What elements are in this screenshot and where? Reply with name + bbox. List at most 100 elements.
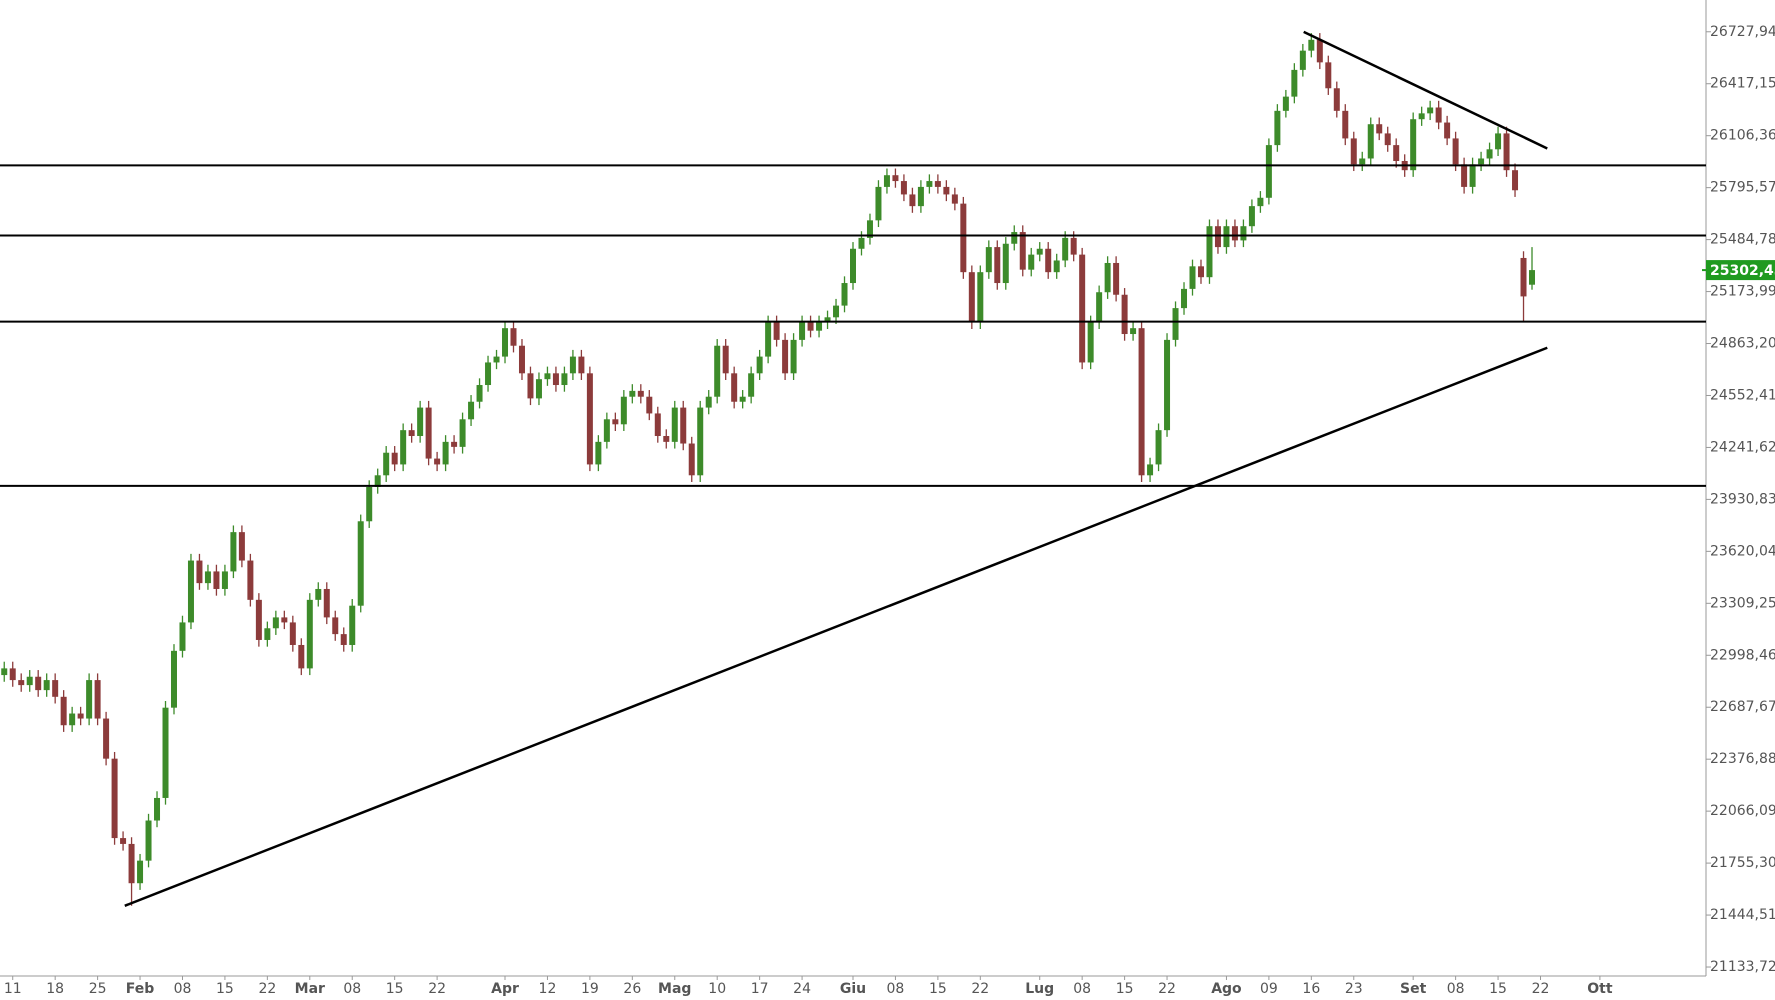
candle-body — [680, 407, 687, 444]
x-tick-label: 15 — [1489, 981, 1507, 997]
candle-body — [909, 194, 916, 207]
candle-body — [35, 676, 42, 691]
candle-body — [170, 650, 177, 708]
candle-body — [281, 617, 288, 623]
y-tick-label: 24863,20 — [1710, 336, 1775, 352]
y-tick-label: 22066,09 — [1710, 803, 1775, 819]
candle-body — [383, 452, 390, 476]
candle-body — [315, 588, 322, 600]
candle-body — [569, 356, 576, 374]
candle-body — [1223, 226, 1230, 248]
candle-body — [154, 797, 161, 821]
candle-body — [790, 339, 797, 374]
candle-body — [824, 317, 831, 323]
y-tick-label: 21755,30 — [1710, 855, 1775, 871]
x-tick-label: 25 — [89, 981, 107, 997]
x-tick-label: 08 — [1447, 981, 1465, 997]
candle-body — [1138, 328, 1145, 476]
candle-body — [213, 571, 220, 589]
candle-body — [1087, 322, 1094, 363]
candle-body — [230, 532, 237, 572]
candle-body — [493, 356, 500, 363]
y-tick-label: 23309,25 — [1710, 595, 1775, 611]
candle-body — [705, 396, 712, 408]
candle-body — [1231, 226, 1238, 241]
candle-body — [69, 713, 76, 726]
candle-body — [374, 475, 381, 487]
candle-body — [1214, 226, 1221, 248]
y-tick-label: 23620,04 — [1710, 543, 1775, 559]
candle-body — [1342, 110, 1349, 139]
candle-body — [1172, 308, 1179, 340]
candle-body — [807, 322, 814, 331]
candle-body — [1333, 88, 1340, 111]
candle-body — [264, 628, 271, 640]
candle-body — [782, 339, 789, 374]
candle-body — [960, 203, 967, 273]
candle-body — [552, 373, 559, 386]
candle-body — [120, 838, 127, 844]
candle-body — [94, 680, 101, 719]
candle-body — [900, 181, 907, 195]
candle-body — [1028, 254, 1035, 270]
x-tick-label: Lug — [1025, 981, 1054, 997]
candle-body — [858, 237, 865, 249]
x-tick-label: 22 — [1532, 981, 1550, 997]
candle-body — [1181, 288, 1188, 309]
x-tick-label: 15 — [929, 981, 947, 997]
candle-body — [204, 571, 211, 584]
candle-body — [578, 356, 585, 374]
candle-body — [1435, 107, 1442, 123]
candle-body — [756, 356, 763, 374]
trend-line — [1303, 30, 1548, 150]
candle-body — [951, 194, 958, 204]
candle-body — [654, 413, 661, 437]
candle-body — [1079, 254, 1086, 363]
y-tick-label: 25795,57 — [1710, 180, 1775, 196]
candle-body — [366, 486, 373, 522]
x-tick-label: 08 — [887, 981, 905, 997]
candle-body — [1189, 266, 1196, 289]
candle-body — [400, 430, 407, 465]
x-tick-label: Apr — [491, 981, 519, 997]
candle-body — [1316, 39, 1323, 63]
candle-body — [1011, 232, 1018, 244]
y-tick-label: 24552,41 — [1710, 387, 1775, 403]
candle-body — [476, 385, 483, 402]
candle-body — [179, 622, 186, 651]
candle-body — [52, 680, 59, 697]
y-tick-label: 23930,83 — [1710, 491, 1775, 507]
candle-body — [544, 373, 551, 380]
candle-body — [977, 272, 984, 323]
candle-body — [1418, 113, 1425, 120]
candle-body — [434, 458, 441, 465]
candle-body — [527, 373, 534, 399]
x-tick-label: 10 — [708, 981, 726, 997]
candle-body — [77, 713, 84, 719]
x-tick-label: 12 — [539, 981, 557, 997]
candle-body — [1070, 237, 1077, 255]
candle-body — [1461, 164, 1468, 187]
candle-body — [731, 373, 738, 402]
candle-body — [468, 401, 475, 420]
candle-body — [1478, 158, 1485, 165]
candle-body — [612, 419, 619, 425]
candle-body — [128, 843, 135, 884]
x-tick-label: 08 — [174, 981, 192, 997]
candle-body — [773, 322, 780, 340]
candle-body — [1147, 464, 1154, 476]
candle-body — [1155, 430, 1162, 465]
candle-body — [934, 181, 941, 187]
x-tick-label: 15 — [386, 981, 404, 997]
x-tick-label: 08 — [1073, 981, 1091, 997]
candle-body — [1121, 294, 1128, 335]
candle-body — [332, 617, 339, 635]
candle-body — [1520, 257, 1527, 297]
y-tick-label: 25484,78 — [1710, 232, 1775, 248]
candle-body — [272, 617, 279, 629]
x-tick-label: 18 — [46, 981, 64, 997]
x-tick-label: Feb — [126, 981, 155, 997]
candle-body — [671, 407, 678, 442]
candle-body — [1002, 243, 1009, 284]
